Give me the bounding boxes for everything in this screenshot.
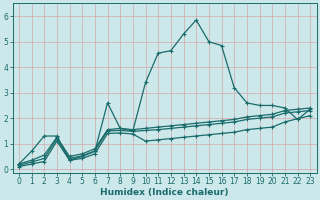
X-axis label: Humidex (Indice chaleur): Humidex (Indice chaleur) bbox=[100, 188, 229, 197]
